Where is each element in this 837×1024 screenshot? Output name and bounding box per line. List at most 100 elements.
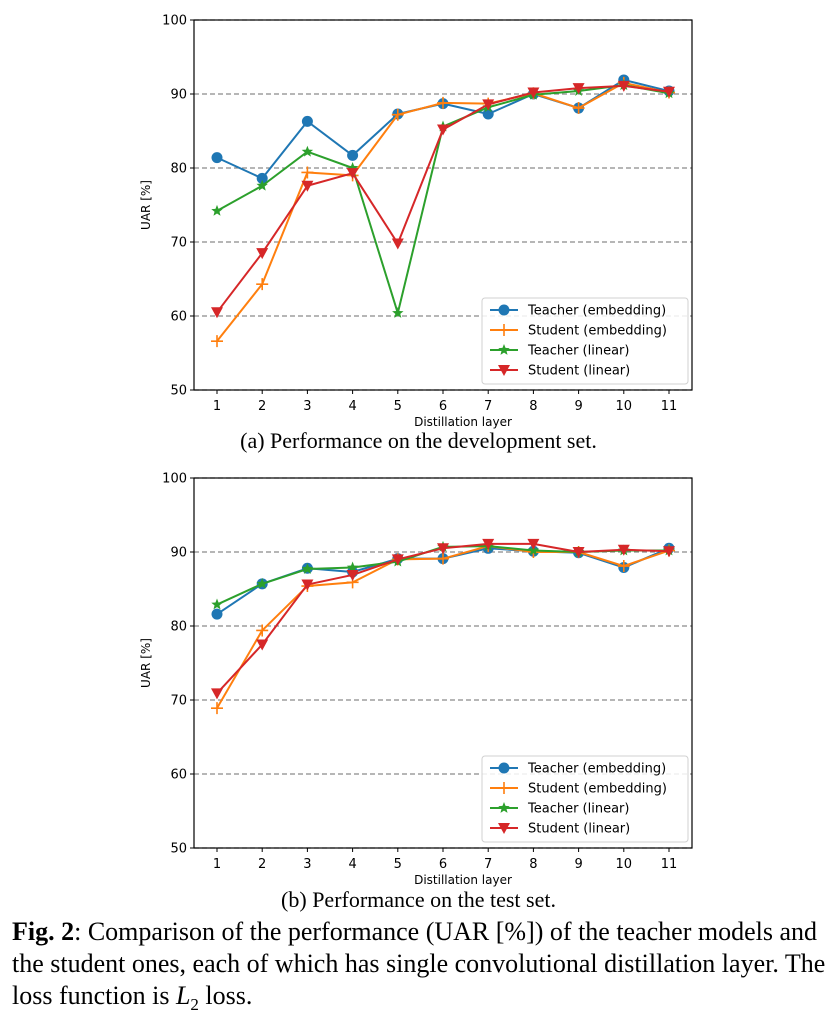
data-point [663, 86, 675, 98]
x-tick-label: 5 [394, 399, 402, 414]
series-line [216, 542, 670, 695]
x-tick-label: 8 [529, 857, 537, 872]
legend-label: Teacher (linear) [527, 802, 629, 817]
y-tick-label: 90 [170, 546, 187, 561]
y-tick-label: 70 [170, 236, 187, 251]
x-tick-label: 2 [258, 857, 266, 872]
legend-label: Teacher (embedding) [527, 762, 666, 777]
data-point [301, 563, 314, 574]
x-tick-label: 2 [258, 399, 266, 414]
y-tick-label: 80 [170, 620, 187, 635]
legend-entry: Student (embedding) [490, 324, 667, 339]
series-student-embedding [211, 540, 675, 715]
data-point [301, 166, 314, 179]
y-axis-label: UAR [%] [139, 638, 153, 688]
x-tick-label: 9 [574, 399, 582, 414]
x-tick-label: 1 [213, 399, 221, 414]
legend-marker [498, 802, 510, 813]
legend-label: Student (embedding) [528, 782, 667, 797]
data-point [617, 560, 630, 573]
x-axis-label: Distillation layer [414, 415, 512, 429]
legend-label: Student (embedding) [528, 324, 667, 339]
series-student-linear [211, 538, 675, 700]
data-point [301, 145, 314, 157]
legend-entry: Student (linear) [490, 364, 630, 379]
figure-label: Fig. 2 [12, 917, 75, 946]
data-point [347, 149, 359, 161]
legend-box [481, 755, 689, 843]
x-tick-label: 3 [303, 857, 311, 872]
data-point [301, 579, 314, 591]
x-tick-label: 5 [394, 857, 402, 872]
chart-test-set: 50 60 70 80 90 100 1 2 3 4 5 6 7 8 9 10 11 Distillation l… [139, 472, 693, 887]
data-point [256, 248, 269, 260]
data-point [572, 102, 585, 115]
series-student-linear [211, 80, 675, 319]
y-tick-label: 50 [170, 842, 187, 857]
series-line [216, 84, 670, 315]
y-tick-label: 100 [162, 472, 187, 487]
data-point [527, 87, 540, 99]
legend-marker [498, 324, 510, 336]
caption-text-2: loss. [198, 981, 253, 1010]
x-tick-label: 9 [574, 857, 582, 872]
y-tick-label: 80 [170, 162, 187, 177]
data-point [482, 99, 495, 111]
legend-marker [498, 304, 510, 316]
data-point [527, 538, 540, 550]
series-teacher-linear [211, 79, 675, 318]
data-point [617, 544, 630, 556]
subcaption-b: (b) Performance on the test set. [281, 887, 556, 912]
figure-caption: Fig. 2: Comparison of the performance (U… [12, 916, 832, 1021]
plot-frame [193, 477, 693, 849]
y-tick-label: 90 [170, 88, 187, 103]
data-point [301, 180, 314, 192]
x-tick-label: 7 [484, 399, 492, 414]
data-point [256, 577, 268, 589]
legend-entry: Student (embedding) [490, 782, 667, 797]
x-tick-label: 4 [348, 857, 356, 872]
legend-entry: Teacher (linear) [490, 344, 629, 359]
legend-marker [498, 823, 510, 834]
subcaption-a: (a) Performance on the development set. [240, 428, 597, 453]
caption-math-var: L [175, 981, 191, 1010]
legend-label: Teacher (linear) [527, 344, 629, 359]
data-point [211, 152, 223, 164]
data-point [391, 554, 404, 566]
caption-math-sub: 2 [190, 995, 199, 1015]
legend-marker [498, 762, 510, 774]
legend-entry: Teacher (embedding) [490, 762, 666, 777]
legend-entry: Student (linear) [490, 822, 630, 837]
series-line [216, 84, 670, 313]
legend-marker [498, 344, 510, 355]
y-tick-label: 50 [170, 384, 187, 399]
data-point [437, 96, 449, 109]
legend-label: Student (linear) [528, 364, 630, 379]
data-point [572, 547, 585, 558]
legend-label: Teacher (embedding) [527, 304, 666, 319]
data-point [211, 608, 223, 620]
data-point [391, 238, 404, 250]
x-tick-label: 10 [616, 857, 633, 872]
data-point [617, 80, 630, 92]
data-point [572, 83, 585, 95]
data-point [211, 598, 223, 610]
data-point [437, 552, 449, 565]
x-tick-label: 10 [616, 399, 633, 414]
x-tick-label: 6 [439, 857, 447, 872]
y-tick-label: 60 [170, 310, 187, 325]
data-point [346, 168, 359, 180]
legend-box [481, 297, 689, 385]
data-point [301, 115, 313, 127]
data-point [256, 624, 269, 637]
x-tick-label: 4 [348, 399, 356, 414]
data-point [211, 688, 223, 700]
data-point [391, 108, 404, 121]
legend-marker [498, 365, 510, 376]
data-point [346, 162, 359, 173]
data-point [482, 538, 495, 550]
x-tick-label: 8 [529, 399, 537, 414]
data-point [663, 546, 675, 558]
data-point [256, 172, 268, 184]
plot-frame [193, 19, 693, 391]
